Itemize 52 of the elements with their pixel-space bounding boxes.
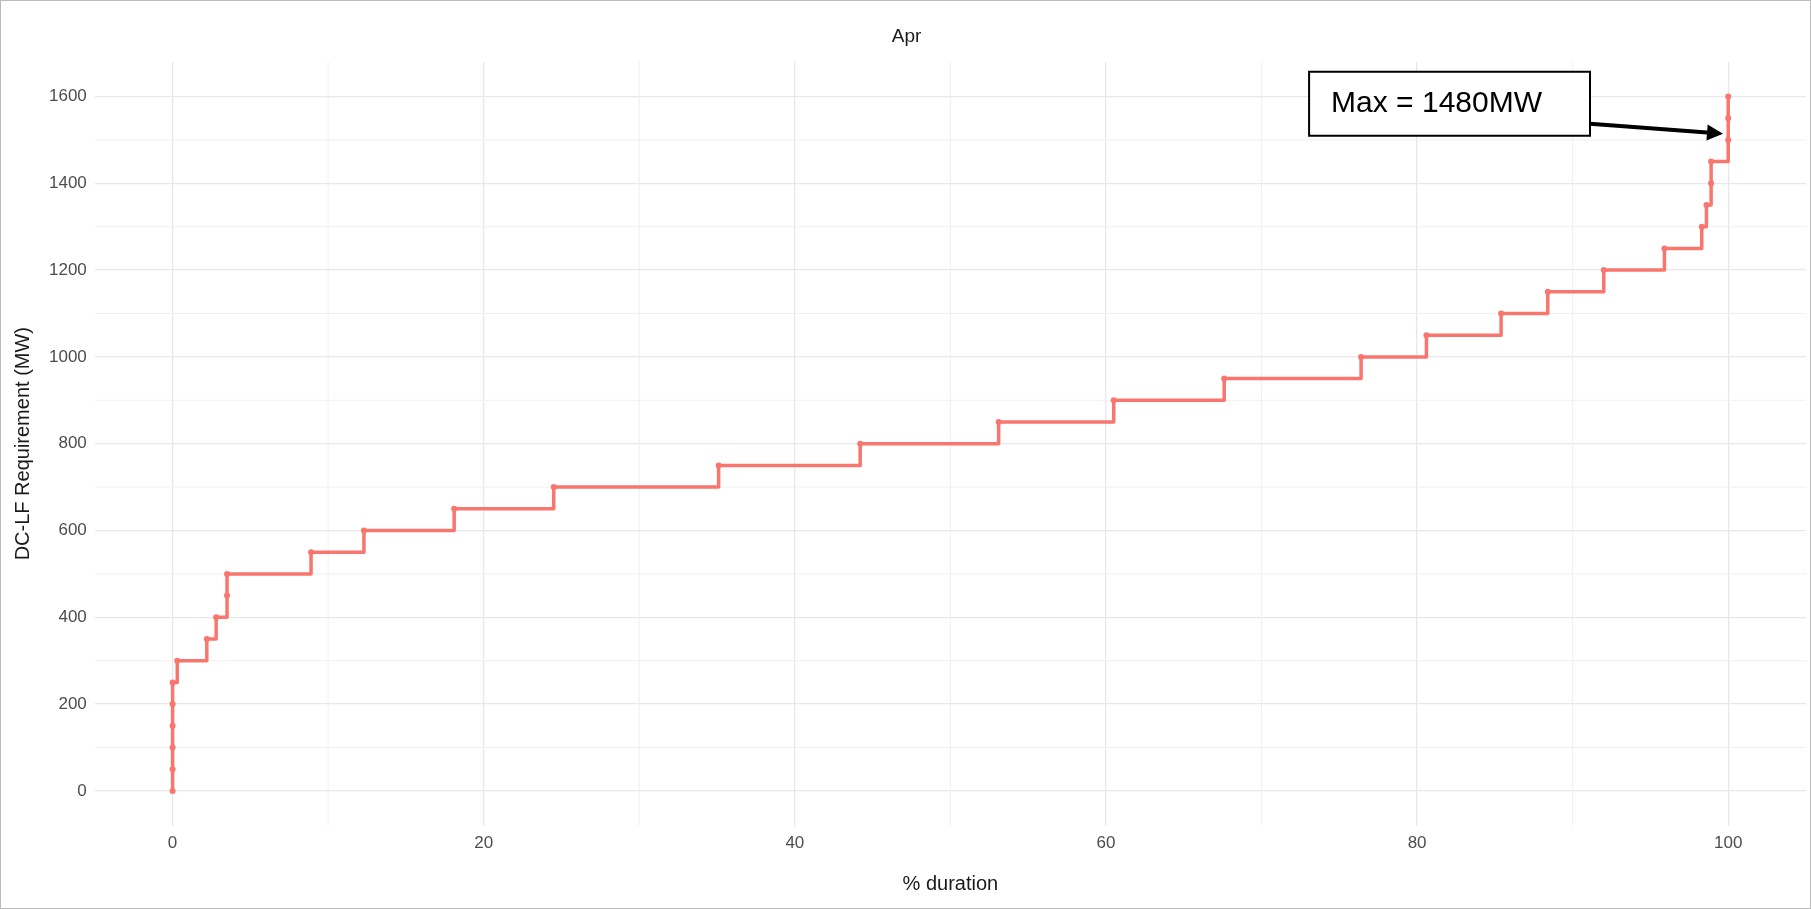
y-tick-label: 1400 (48, 173, 87, 192)
y-axis-title: DC-LF Requirement (MW) (10, 327, 33, 561)
point (1498, 310, 1505, 317)
point (224, 570, 231, 577)
point (174, 657, 181, 664)
x-axis-title: % duration (902, 871, 999, 894)
y-tick-label: 1000 (48, 346, 87, 366)
point (715, 462, 722, 469)
point (169, 701, 176, 708)
point (1725, 115, 1732, 122)
y-tick-label: 200 (58, 693, 87, 713)
x-tick-label: 60 (1096, 833, 1116, 853)
point (308, 549, 315, 556)
point (995, 419, 1002, 425)
point (451, 505, 458, 512)
point (169, 744, 176, 751)
point (1698, 223, 1705, 230)
point (1358, 353, 1365, 360)
point (1600, 267, 1607, 274)
y-tick-label: 800 (58, 433, 87, 453)
point (169, 722, 176, 729)
point (213, 614, 220, 621)
y-tick-label: 400 (58, 606, 87, 626)
y-tick-label: 0 (77, 780, 87, 800)
x-tick-label: 40 (785, 833, 805, 853)
point (550, 484, 557, 491)
point (169, 766, 176, 773)
point (1725, 136, 1732, 143)
x-tick-label: 20 (474, 833, 494, 853)
x-tick-label: 80 (1407, 833, 1427, 853)
y-tick-label: 1600 (48, 86, 87, 106)
point (224, 592, 231, 599)
x-tick-label: 100 (1714, 833, 1743, 853)
point (1661, 245, 1668, 252)
point (169, 787, 176, 794)
point (1110, 397, 1117, 404)
point (1221, 375, 1228, 382)
point (360, 527, 367, 534)
y-tick-label: 1200 (48, 259, 87, 279)
chart-title: Apr (891, 24, 922, 46)
annotation: Max = 1480MW (1331, 85, 1543, 119)
point (1423, 332, 1430, 339)
point (857, 440, 864, 447)
point (169, 679, 176, 686)
point (1544, 288, 1551, 295)
point (1708, 158, 1715, 165)
x-tick-label: 0 (167, 833, 178, 853)
point (1725, 93, 1732, 100)
point (203, 635, 210, 642)
point (1708, 180, 1715, 187)
y-tick-label: 600 (58, 520, 87, 540)
point (1703, 202, 1710, 209)
